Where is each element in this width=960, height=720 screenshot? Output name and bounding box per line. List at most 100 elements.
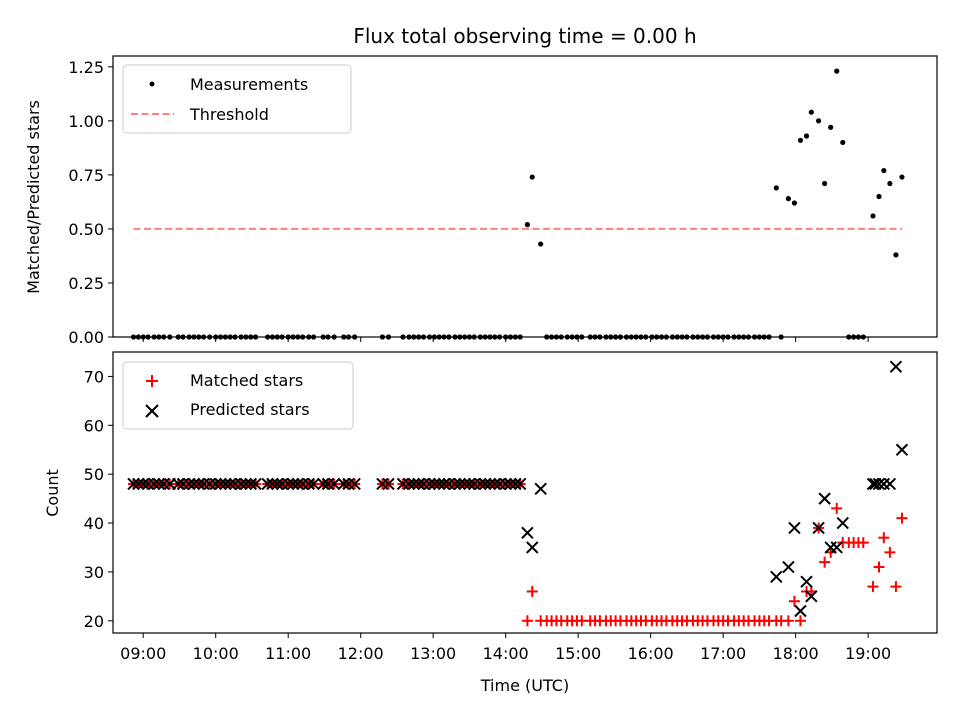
predicted-stars-point: [317, 477, 330, 491]
matched-legend-label: Matched stars: [190, 371, 303, 390]
predicted-stars-point: [433, 477, 446, 491]
predicted-stars-point: [214, 477, 227, 491]
measurements-point: [828, 124, 834, 130]
count-legend: Matched stars Predicted stars: [122, 361, 354, 430]
count-panel: 20 30 40 50 60 70 09:00 10:00 11:00 12:00 13:00 14…: [43, 351, 938, 695]
measurements-point: [840, 139, 846, 146]
measurements-point: [797, 137, 804, 143]
x-tick-label: 17:00: [700, 644, 746, 663]
predicted-stars-point: [182, 477, 196, 491]
predicted-stars-point: [219, 477, 232, 491]
y-tick-label: 0.25: [68, 274, 104, 293]
predicted-stars-point: [818, 492, 831, 505]
predicted-stars-point: [382, 477, 395, 491]
measurements-point: [773, 185, 779, 191]
predicted-stars-point: [526, 541, 539, 554]
y-tick-label: 70: [84, 367, 104, 386]
measurements-point: [808, 109, 814, 115]
measurements-point: [815, 118, 822, 124]
y-tick-label: 50: [84, 465, 104, 484]
measurements-point: [876, 193, 882, 200]
matched-stars-point: [819, 556, 831, 568]
measurements-legend-label: Measurements: [190, 75, 308, 94]
ratio-panel: Flux total observing time = 0.00 h 0.00 0…: [24, 24, 938, 347]
predicted-stars-point: [187, 477, 201, 491]
predicted-stars-point: [209, 477, 222, 491]
predicted-stars-point: [895, 443, 909, 456]
predicted-stars-point: [152, 477, 166, 491]
measurements-point: [834, 68, 840, 74]
x-tick-label: 19:00: [845, 644, 891, 663]
predicted-stars-point: [883, 477, 897, 491]
predicted-stars-point: [509, 477, 522, 491]
predicted-stars-point: [889, 360, 903, 373]
x-tick-label: 10:00: [193, 644, 239, 663]
x-tick-label: 12:00: [338, 644, 384, 663]
matched-stars-point: [831, 502, 843, 514]
matched-stars-point: [526, 585, 538, 597]
x-tick-label: 15:00: [555, 644, 601, 663]
predicted-legend-label: Predicted stars: [190, 400, 310, 419]
count-y-axis-ticks: 20 30 40 50 60 70: [84, 367, 113, 631]
y-tick-label: 1.25: [68, 58, 104, 77]
measurements-point: [538, 241, 544, 247]
matched-stars-point: [788, 595, 800, 607]
measurements-point: [791, 200, 798, 206]
matched-stars-point: [878, 532, 890, 544]
predicted-stars-point: [271, 477, 284, 491]
y-tick-label: 60: [84, 416, 104, 435]
predicted-stars-point: [794, 604, 807, 618]
predicted-stars-point: [337, 477, 350, 491]
predicted-stars-point: [412, 477, 425, 491]
x-tick-label: 11:00: [265, 644, 311, 663]
predicted-stars-point: [136, 477, 150, 491]
predicted-stars-point: [836, 516, 849, 530]
predicted-stars-point: [234, 477, 248, 491]
y-tick-label: 0.75: [68, 166, 104, 185]
predicted-stars-point: [800, 575, 813, 588]
threshold-legend-label: Threshold: [189, 105, 269, 124]
predicted-stars-point: [244, 477, 257, 491]
matched-stars-point: [782, 615, 794, 627]
y-tick-label: 1.00: [68, 112, 104, 131]
x-tick-label: 09:00: [120, 644, 166, 663]
measurements-point: [524, 222, 531, 228]
x-axis-label: Time (UTC): [480, 676, 569, 695]
predicted-stars-point: [830, 541, 843, 554]
predicted-stars-point: [302, 477, 315, 491]
predicted-stars-point: [127, 477, 140, 491]
matched-stars-point: [896, 512, 908, 524]
predicted-stars-point: [428, 477, 441, 491]
predicted-stars-point: [534, 482, 547, 496]
x-tick-label: 16:00: [628, 644, 674, 663]
predicted-legend-marker: [145, 404, 159, 418]
predicted-stars-point: [499, 477, 512, 491]
predicted-stars-point: [483, 477, 497, 491]
predicted-stars-point: [291, 477, 305, 491]
predicted-stars-point: [805, 590, 818, 603]
predicted-stars-point: [513, 477, 527, 491]
matched-stars-point: [867, 581, 879, 593]
predicted-stars-point: [488, 477, 502, 491]
predicted-stars-point: [770, 570, 783, 584]
predicted-stars-point: [249, 477, 262, 491]
measurements-point: [887, 180, 893, 187]
matched-stars-point: [873, 561, 885, 573]
predicted-stars-point: [286, 477, 300, 491]
predicted-stars-point: [307, 477, 320, 491]
chart-title: Flux total observing time = 0.00 h: [353, 24, 696, 48]
predicted-stars-point: [132, 477, 145, 491]
predicted-stars-point: [458, 477, 471, 491]
predicted-stars-point: [474, 477, 487, 491]
y-tick-label: 40: [84, 514, 104, 533]
measurements-point: [893, 252, 899, 258]
predicted-stars-point: [192, 477, 205, 491]
y-tick-label: 30: [84, 563, 104, 582]
predicted-stars-point: [448, 477, 462, 491]
ratio-x-axis-ticks: [142, 337, 869, 342]
ratio-legend: Measurements Threshold: [122, 64, 352, 134]
matched-stars-point: [857, 537, 869, 549]
predicted-stars-point: [423, 477, 436, 491]
y-tick-label: 0.00: [68, 328, 104, 347]
